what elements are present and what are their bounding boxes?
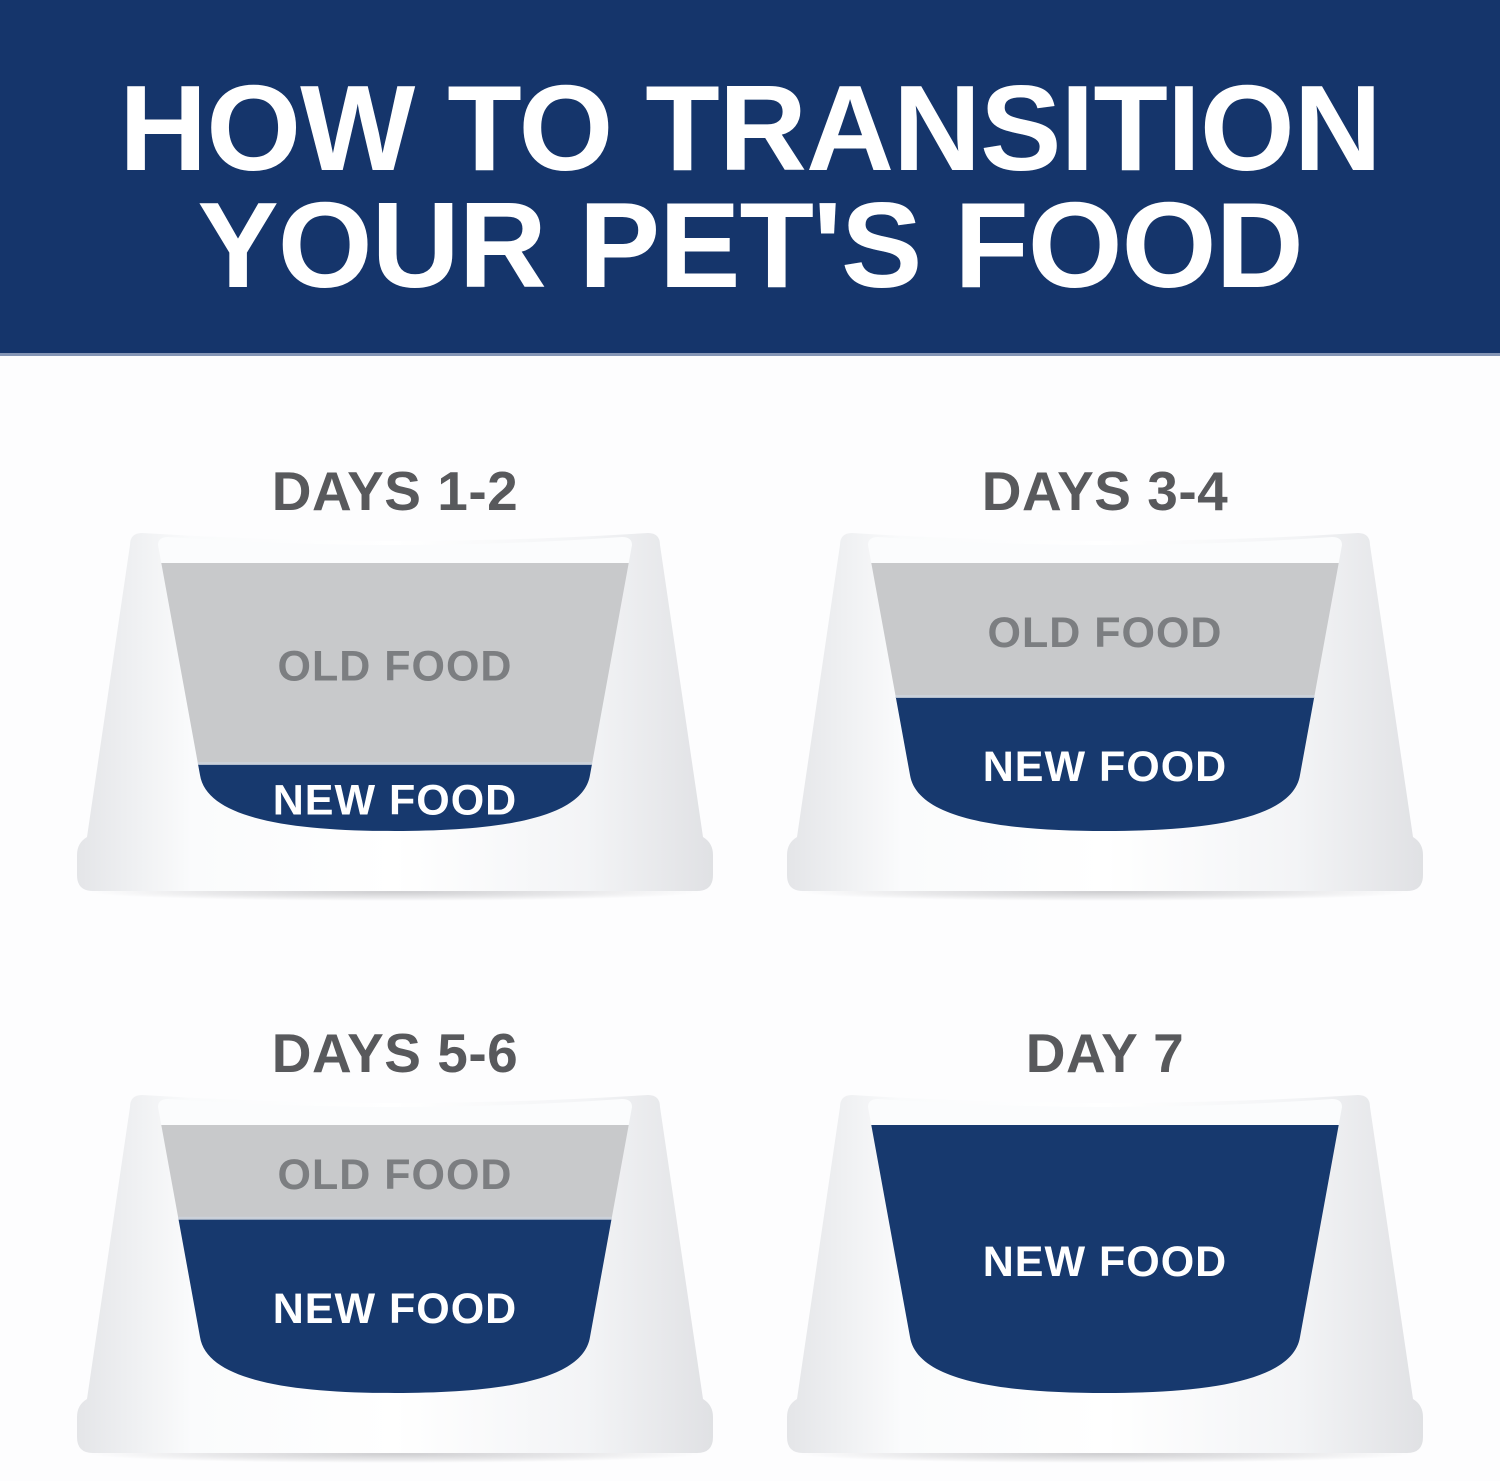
new-food-fill: [158, 1218, 632, 1393]
food-divider: [158, 762, 632, 765]
new-food-label: NEW FOOD: [983, 743, 1227, 791]
new-food-label: NEW FOOD: [983, 1238, 1227, 1286]
food-divider: [868, 695, 1342, 698]
page-title-line2: YOUR PET'S FOOD: [197, 177, 1303, 313]
day-title: DAYS 3-4: [981, 460, 1229, 522]
bowl-graphic: OLD FOOD NEW FOOD: [787, 533, 1423, 901]
new-food-fill: [868, 697, 1342, 831]
day-title: DAYS 1-2: [271, 460, 519, 522]
old-food-fill: [868, 563, 1342, 697]
bowls-grid: DAYS 1-2 OLD FOOD NEW FOOD DAYS 3-4: [0, 356, 1500, 1481]
day-title: DAY 7: [1025, 1022, 1185, 1084]
old-food-fill: [158, 1125, 632, 1219]
old-food-label: OLD FOOD: [988, 609, 1223, 657]
new-food-label: NEW FOOD: [273, 777, 517, 825]
header-banner: HOW TO TRANSITION YOUR PET'S FOOD: [0, 0, 1500, 356]
bowl-graphic: NEW FOOD: [787, 1095, 1423, 1463]
bowl-figure-day-7: DAY 7 NEW FOOD: [787, 1022, 1423, 1465]
bowl-graphic: OLD FOOD NEW FOOD: [77, 1095, 713, 1463]
page-title-line1: HOW TO TRANSITION: [119, 60, 1382, 196]
old-food-label: OLD FOOD: [278, 1151, 513, 1199]
bowl-figure-days-5-6: DAYS 5-6 OLD FOOD NEW FOOD: [77, 1022, 713, 1465]
new-food-fill: [868, 1125, 1342, 1393]
old-food-label: OLD FOOD: [278, 643, 513, 691]
bowl-graphic: OLD FOOD NEW FOOD: [77, 533, 713, 901]
new-food-label: NEW FOOD: [273, 1285, 517, 1333]
page-title: HOW TO TRANSITION YOUR PET'S FOOD: [0, 60, 1500, 313]
food-divider: [158, 1216, 632, 1220]
bowl-figure-days-1-2: DAYS 1-2 OLD FOOD NEW FOOD: [77, 460, 713, 903]
bowl-figure-days-3-4: DAYS 3-4 OLD FOOD NEW FOOD: [787, 460, 1423, 903]
day-title: DAYS 5-6: [271, 1022, 519, 1084]
old-food-fill: [158, 563, 632, 764]
